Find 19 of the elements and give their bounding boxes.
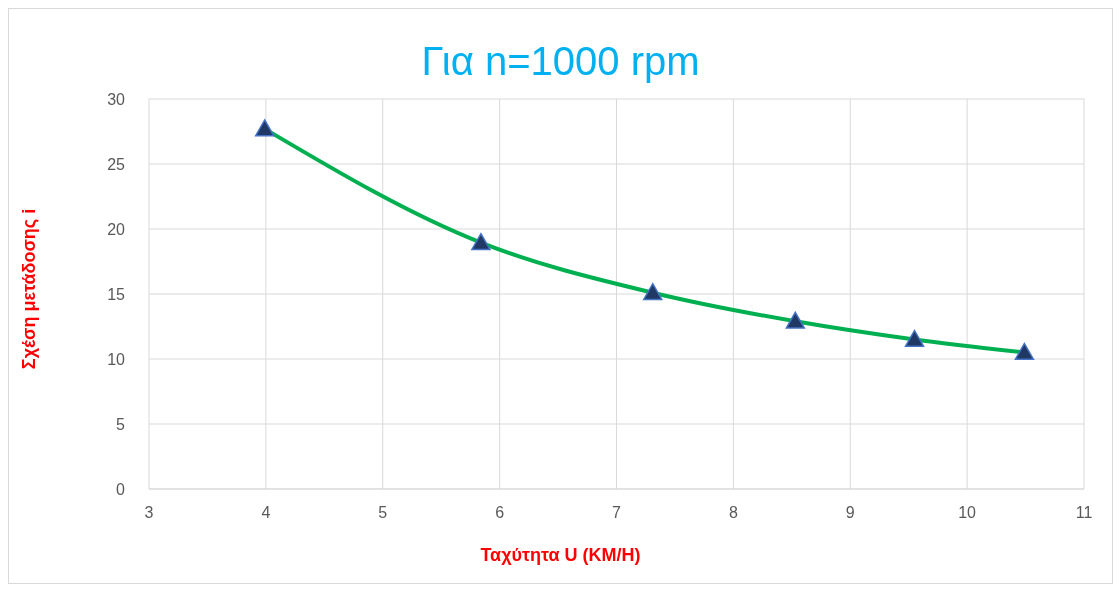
- x-tick-label: 5: [378, 504, 388, 522]
- x-tick-label: 7: [612, 504, 622, 522]
- y-axis-title: Σχέση μετάδοσης i: [18, 208, 40, 370]
- x-axis-title: Ταχύτητα U (KM/H): [479, 545, 642, 566]
- y-tick-label: 15: [107, 285, 126, 303]
- y-tick-label: 10: [107, 350, 126, 368]
- y-tick-label: 25: [107, 155, 126, 173]
- x-tick-label: 9: [845, 504, 855, 522]
- x-tick-label: 11: [1075, 504, 1093, 522]
- y-tick-label: 20: [107, 220, 126, 238]
- y-tick-label: 0: [116, 480, 126, 498]
- chart-title: Για n=1000 rpm: [420, 39, 701, 84]
- x-tick-label: 10: [958, 504, 977, 522]
- x-tick-label: 8: [728, 504, 738, 522]
- x-tick-label: 3: [144, 504, 154, 522]
- x-tick-label: 4: [261, 504, 271, 522]
- y-tick-label: 5: [116, 415, 126, 433]
- y-tick-label: 30: [107, 90, 126, 108]
- x-tick-label: 6: [495, 504, 505, 522]
